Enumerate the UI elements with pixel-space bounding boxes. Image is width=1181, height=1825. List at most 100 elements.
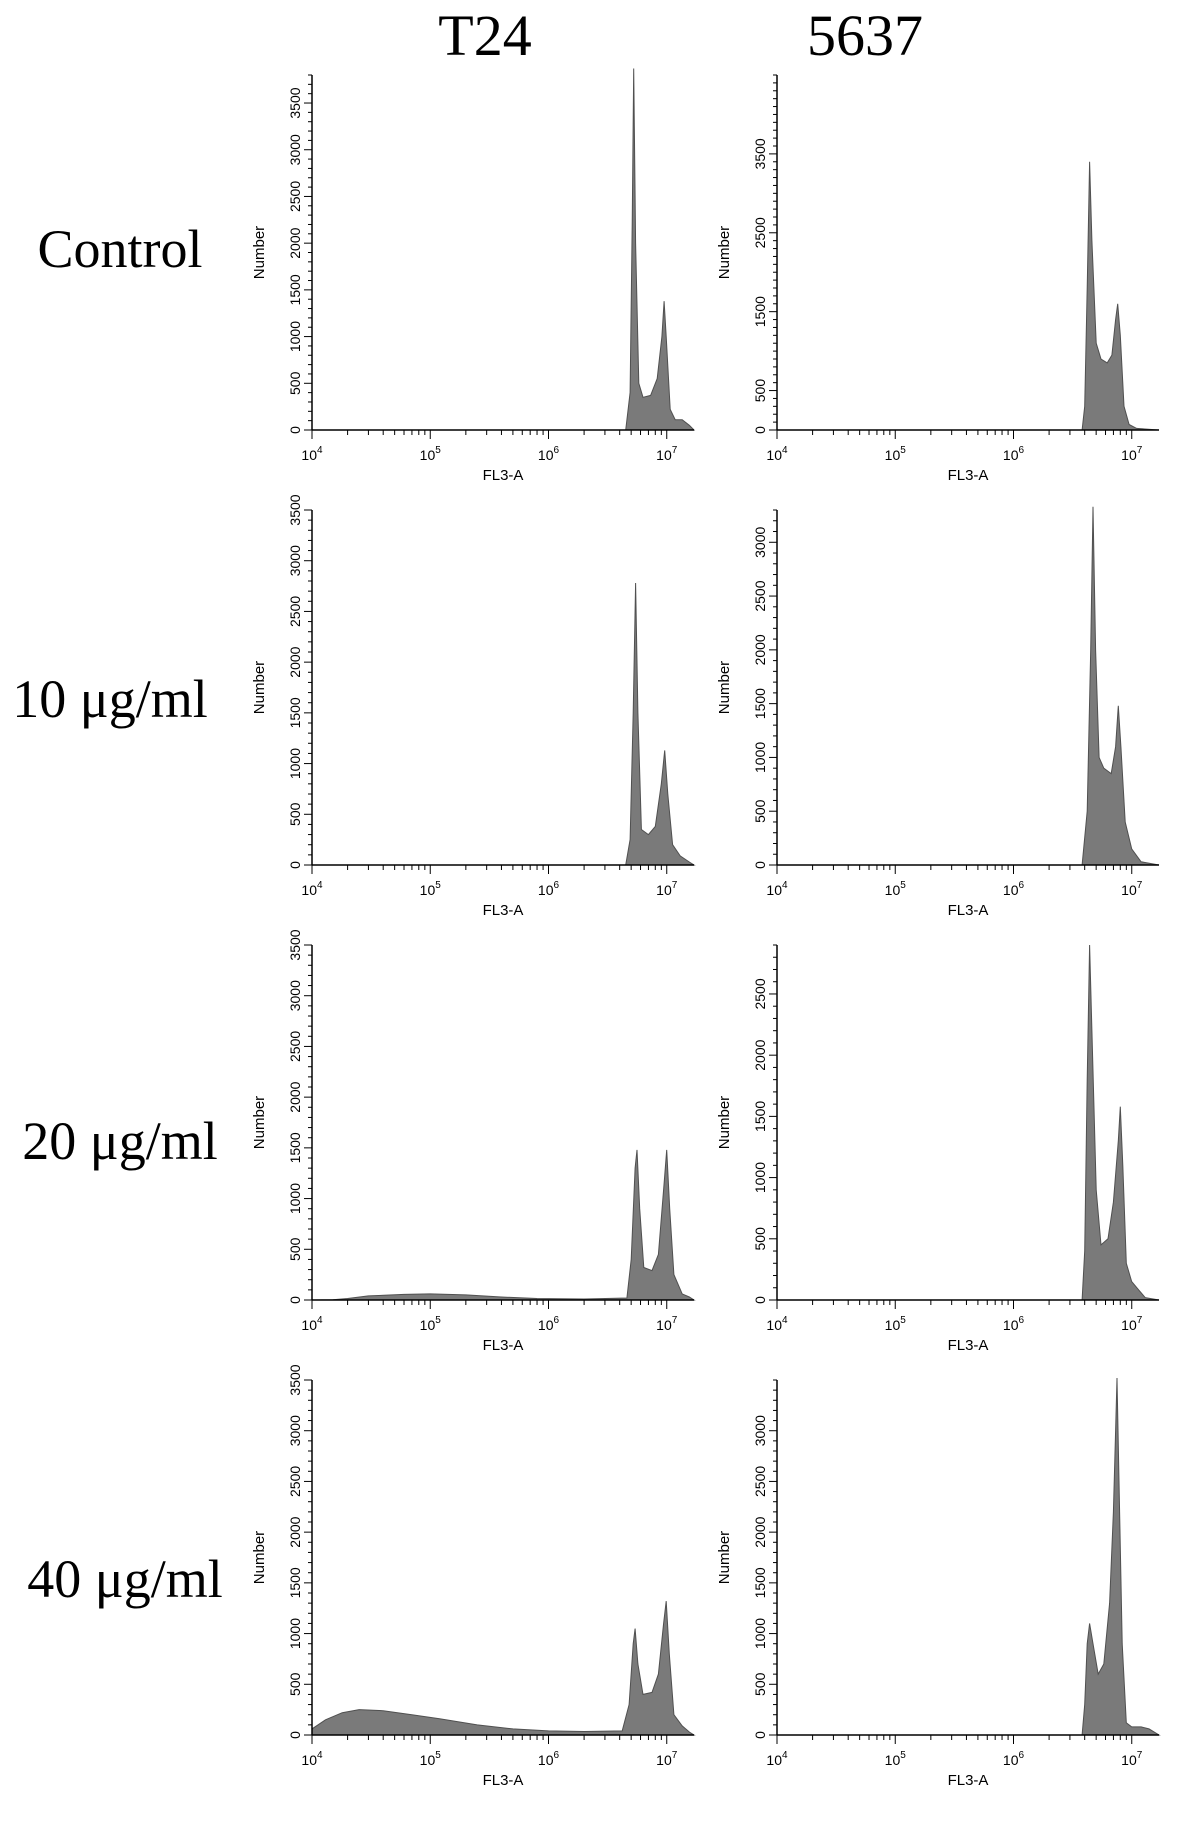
- y-tick-label: 1500: [752, 296, 768, 327]
- y-tick-label: 1500: [287, 697, 303, 728]
- y-tick-label: 2000: [287, 646, 303, 677]
- y-tick-label: 3500: [287, 1364, 303, 1395]
- x-tick-label: 107: [656, 880, 678, 898]
- histogram-area: [312, 582, 696, 866]
- x-axis-label: FL3-A: [483, 1337, 524, 1354]
- x-tick-label: 104: [301, 880, 323, 898]
- x-tick-label: 106: [1003, 880, 1025, 898]
- column-title-5637: 5637: [807, 3, 923, 68]
- y-tick-label: 1000: [287, 748, 303, 779]
- histogram-area: [311, 1149, 696, 1301]
- y-axis-label: Number: [716, 1531, 733, 1584]
- y-axis-label: Number: [251, 226, 268, 279]
- x-axis-label: FL3-A: [948, 467, 989, 484]
- x-tick-label: 105: [420, 445, 442, 463]
- histogram-area: [777, 944, 1160, 1301]
- y-tick-label: 0: [287, 861, 303, 869]
- y-tick-label: 3500: [752, 138, 768, 169]
- y-tick-label: 500: [752, 1672, 768, 1696]
- x-tick-label: 106: [538, 445, 560, 463]
- panel-5637-10-g-ml: 0 500 1000 1500 2000 2500 3000 104 105 106 107 FL3-…: [716, 506, 1160, 919]
- y-tick-label: 500: [287, 1237, 303, 1261]
- y-tick-label: 500: [287, 371, 303, 395]
- y-tick-label: 1500: [752, 688, 768, 719]
- panel-5637-40-g-ml: 0 500 1000 1500 2000 2500 3000 104 105 106 107 FL3-…: [716, 1377, 1161, 1789]
- histogram-area: [777, 1377, 1161, 1736]
- x-tick-label: 105: [885, 1315, 907, 1333]
- y-tick-label: 1500: [287, 1567, 303, 1598]
- row-label-20-ug-ml: 20 μg/ml: [22, 1111, 218, 1171]
- x-axis-label: FL3-A: [948, 1337, 989, 1354]
- row-label-10-ug-ml: 10 μg/ml: [12, 669, 208, 729]
- panel-t24-40-g-ml: 0 500 1000 1500 2000 2500 3000 3500 104 105 106 107…: [251, 1364, 696, 1789]
- x-tick-label: 105: [420, 880, 442, 898]
- histogram-area: [777, 161, 1160, 431]
- x-tick-label: 106: [538, 1315, 560, 1333]
- y-tick-label: 3500: [287, 494, 303, 525]
- y-tick-label: 1000: [287, 1618, 303, 1649]
- y-tick-label: 500: [752, 799, 768, 823]
- x-tick-label: 105: [885, 1750, 907, 1768]
- y-tick-label: 1000: [752, 1618, 768, 1649]
- y-tick-label: 3000: [752, 526, 768, 557]
- x-axis-label: FL3-A: [948, 1772, 989, 1789]
- y-tick-label: 0: [752, 1731, 768, 1739]
- row-label-control: Control: [37, 219, 203, 279]
- y-tick-label: 1500: [752, 1101, 768, 1132]
- panel-t24-control: 0 500 1000 1500 2000 2500 3000 3500 104 105 106 107…: [251, 68, 696, 484]
- y-axis-label: Number: [716, 1096, 733, 1149]
- histogram-area: [777, 506, 1160, 866]
- y-axis-label: Number: [716, 661, 733, 714]
- y-tick-label: 500: [287, 802, 303, 826]
- y-tick-label: 0: [287, 1731, 303, 1739]
- x-tick-label: 104: [766, 1750, 788, 1768]
- y-axis-label: Number: [716, 226, 733, 279]
- y-tick-label: 500: [752, 1227, 768, 1251]
- y-tick-label: 3000: [287, 980, 303, 1011]
- x-tick-label: 105: [420, 1315, 442, 1333]
- y-axis-label: Number: [251, 1096, 268, 1149]
- y-tick-label: 2500: [752, 978, 768, 1009]
- x-tick-label: 107: [1121, 445, 1143, 463]
- x-tick-label: 105: [885, 445, 907, 463]
- y-tick-label: 1000: [752, 742, 768, 773]
- x-tick-label: 104: [301, 1315, 323, 1333]
- panel-t24-20-g-ml: 0 500 1000 1500 2000 2500 3000 3500 104 105 106 107…: [251, 929, 696, 1354]
- y-tick-label: 2500: [287, 1031, 303, 1062]
- y-tick-label: 2500: [287, 596, 303, 627]
- x-tick-label: 104: [766, 1315, 788, 1333]
- histogram-area: [312, 68, 696, 431]
- x-tick-label: 107: [656, 1750, 678, 1768]
- y-tick-label: 3000: [287, 1415, 303, 1446]
- row-label-40-ug-ml: 40 μg/ml: [27, 1549, 223, 1609]
- y-tick-label: 2000: [287, 1081, 303, 1112]
- x-tick-label: 107: [1121, 880, 1143, 898]
- y-tick-label: 1500: [752, 1567, 768, 1598]
- x-tick-label: 104: [766, 445, 788, 463]
- histogram-area: [311, 1601, 696, 1736]
- y-tick-label: 2000: [752, 1516, 768, 1547]
- x-tick-label: 105: [420, 1750, 442, 1768]
- x-tick-label: 104: [301, 1750, 323, 1768]
- x-tick-label: 107: [1121, 1315, 1143, 1333]
- x-tick-label: 107: [656, 1315, 678, 1333]
- x-tick-label: 106: [1003, 1750, 1025, 1768]
- x-tick-label: 106: [538, 1750, 560, 1768]
- y-tick-label: 0: [287, 426, 303, 434]
- y-tick-label: 3000: [752, 1415, 768, 1446]
- panel-t24-10-g-ml: 0 500 1000 1500 2000 2500 3000 3500 104 105 106 107…: [251, 494, 696, 919]
- x-axis-label: FL3-A: [948, 902, 989, 919]
- y-tick-label: 2500: [287, 1466, 303, 1497]
- y-axis-label: Number: [251, 1531, 268, 1584]
- x-tick-label: 104: [301, 445, 323, 463]
- x-tick-label: 104: [766, 880, 788, 898]
- y-tick-label: 1000: [287, 321, 303, 352]
- x-tick-label: 106: [1003, 445, 1025, 463]
- y-tick-label: 2000: [287, 1516, 303, 1547]
- y-tick-label: 0: [752, 1296, 768, 1304]
- x-axis-label: FL3-A: [483, 1772, 524, 1789]
- x-axis-label: FL3-A: [483, 467, 524, 484]
- y-tick-label: 0: [752, 861, 768, 869]
